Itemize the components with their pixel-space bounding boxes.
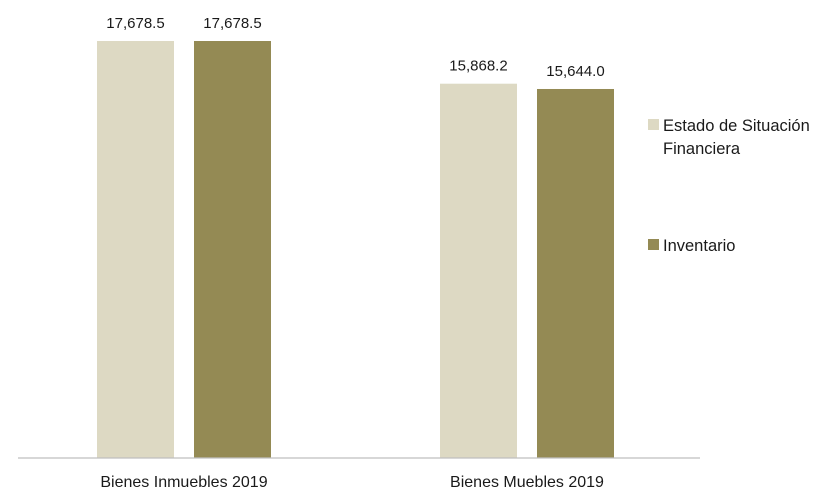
data-label-2-series-2: 15,644.0 — [546, 63, 604, 80]
legend-label-line-1: Estado de Situación — [663, 117, 810, 135]
bar-1-series-2 — [194, 41, 271, 458]
bar-2-series-2 — [537, 88, 614, 458]
bar-2-series-1 — [440, 83, 517, 459]
category-tick-labels: Bienes Inmuebles 2019 Bienes Muebles 2019 — [100, 474, 604, 491]
legend-swatch-series-1 — [648, 119, 659, 130]
bars-group — [97, 41, 614, 459]
legend-label-line-1: Inventario — [663, 237, 735, 255]
category-label-2: Bienes Muebles 2019 — [450, 474, 604, 491]
legend: Estado de Situación Financiera Inventario — [648, 117, 810, 255]
legend-label-series-1: Estado de Situación Financiera — [663, 117, 810, 158]
data-label-1-series-1: 17,678.5 — [106, 15, 164, 32]
data-label-1-series-2: 17,678.5 — [203, 15, 261, 32]
legend-swatch-series-2 — [648, 239, 659, 250]
legend-label-line-2: Financiera — [663, 140, 741, 158]
legend-label-series-2: Inventario — [663, 237, 735, 255]
bar-1-series-1 — [97, 41, 174, 458]
category-label-1: Bienes Inmuebles 2019 — [100, 474, 267, 491]
value-labels-group: 17,678.5 17,678.5 15,868.2 15,644.0 — [106, 15, 604, 80]
data-label-2-series-1: 15,868.2 — [449, 58, 507, 75]
